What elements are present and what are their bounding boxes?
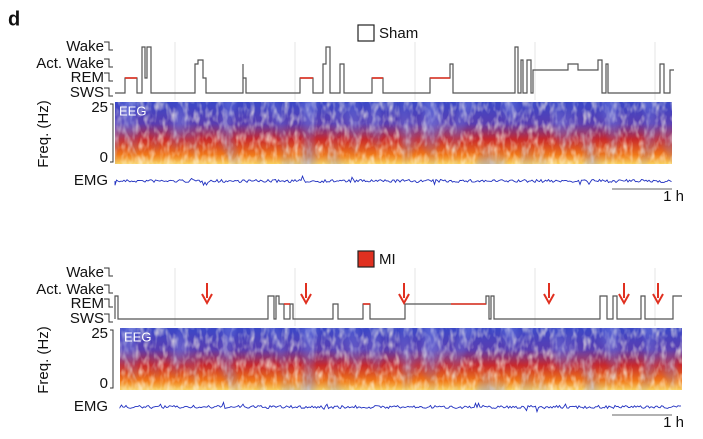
state-label: REM <box>71 295 104 312</box>
freq-tick: 25 <box>91 99 108 116</box>
legend-swatch <box>357 250 375 268</box>
hypnogram <box>115 46 674 94</box>
legend-label: MI <box>379 251 396 268</box>
spectrogram-label: EEG <box>124 329 151 344</box>
freq-tick: 25 <box>91 325 108 342</box>
state-label: Wake <box>66 264 104 281</box>
state-bracket <box>104 41 113 51</box>
freq-title: Freq. (Hz) <box>35 100 52 168</box>
state-bracket <box>104 298 113 308</box>
arrow-head <box>300 293 312 306</box>
state-label: REM <box>71 69 104 86</box>
freq-title: Freq. (Hz) <box>35 326 52 394</box>
freq-bracket <box>110 103 114 163</box>
arrow-head <box>652 293 664 306</box>
state-bracket <box>104 267 113 277</box>
emg-trace <box>114 174 672 187</box>
state-label: Act. Wake <box>36 281 104 298</box>
arrow-head <box>543 293 555 306</box>
state-bracket <box>104 72 113 82</box>
panel-label: d <box>8 8 20 30</box>
arrow-head <box>201 293 213 306</box>
state-label: SWS <box>70 84 104 101</box>
spectrogram-noise <box>115 102 672 164</box>
state-bracket <box>104 58 113 68</box>
scale-label: 1 h <box>663 414 684 431</box>
arrow-head <box>618 293 630 306</box>
freq-bracket <box>110 329 114 389</box>
emg-trace <box>119 400 682 414</box>
emg-label: EMG <box>74 172 108 189</box>
state-bracket <box>104 284 113 294</box>
state-label: Wake <box>66 38 104 55</box>
state-bracket <box>104 87 113 97</box>
hypnogram <box>114 295 682 320</box>
freq-tick: 0 <box>100 375 108 392</box>
arrow-head <box>398 293 410 306</box>
state-bracket <box>104 313 113 323</box>
scale-label: 1 h <box>663 188 684 205</box>
freq-tick: 0 <box>100 149 108 166</box>
state-label: Act. Wake <box>36 55 104 72</box>
state-label: SWS <box>70 310 104 327</box>
legend-swatch <box>357 24 375 42</box>
spectrogram-noise <box>120 328 682 390</box>
spectrogram-label: EEG <box>119 103 146 118</box>
legend-label: Sham <box>379 25 418 42</box>
emg-label: EMG <box>74 398 108 415</box>
